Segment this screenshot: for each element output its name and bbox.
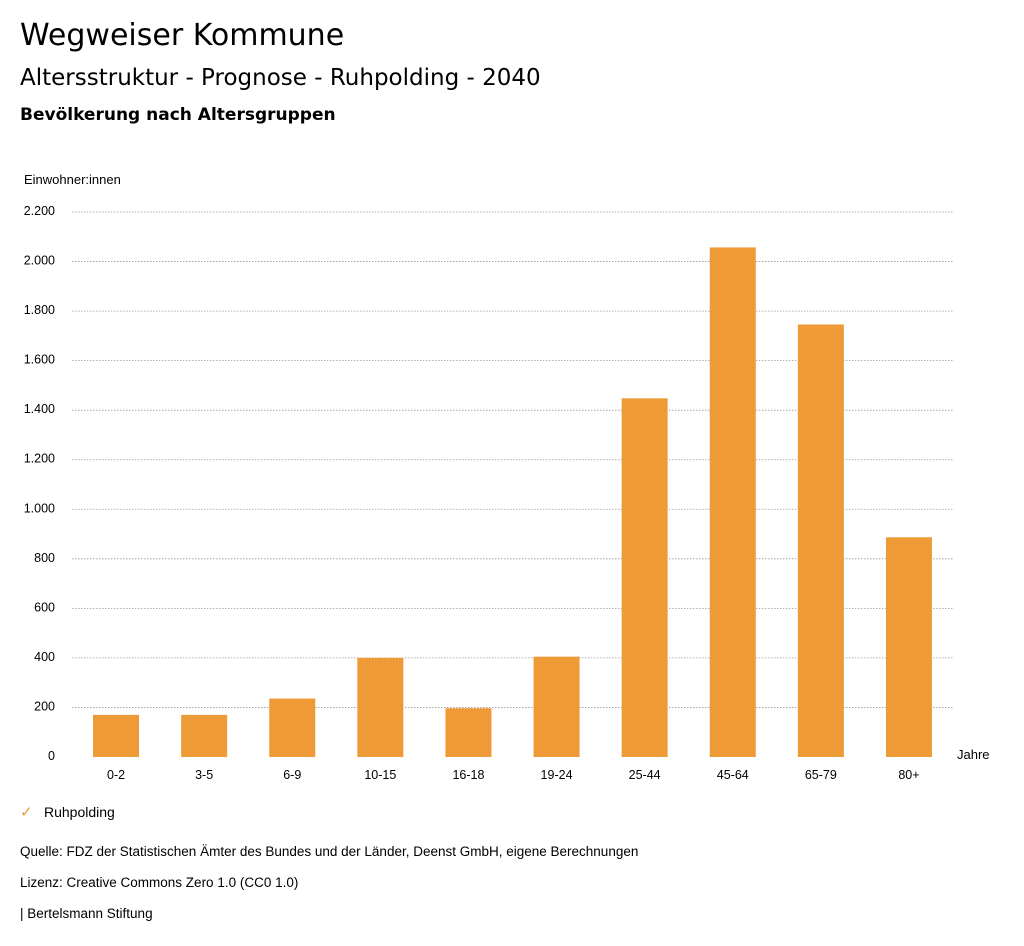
x-axis-label: Jahre — [957, 747, 990, 762]
x-tick-label: 45-64 — [717, 768, 749, 782]
y-tick-label: 2.200 — [24, 204, 55, 218]
bar-0-2[interactable] — [93, 714, 140, 757]
chart-subtitle: Altersstruktur - Prognose - Ruhpolding -… — [20, 65, 541, 91]
x-tick-label: 65-79 — [805, 768, 837, 782]
legend-item-ruhpolding[interactable]: ✓ Ruhpolding — [20, 803, 115, 821]
bar-25-44[interactable] — [621, 398, 668, 757]
x-tick-label: 10-15 — [364, 768, 396, 782]
bar-16-18[interactable] — [445, 708, 492, 757]
y-tick-label: 1.400 — [24, 402, 55, 416]
y-tick-label: 1.600 — [24, 353, 55, 367]
y-tick-label: 600 — [34, 600, 55, 614]
bar-10-15[interactable] — [357, 657, 404, 757]
y-axis-ticks: 0 200 400 600 800 1.000 1.200 1.400 1.600 1.800 2.… — [24, 204, 55, 763]
y-tick-label: 200 — [34, 699, 55, 713]
x-tick-label: 16-18 — [452, 768, 484, 782]
x-tick-label: 19-24 — [541, 768, 573, 782]
bar-65-79[interactable] — [797, 324, 844, 757]
x-tick-label: 0-2 — [107, 768, 125, 782]
x-axis-ticks: 0-2 3-5 6-9 10-15 16-18 19-24 25-44 45-64 65-79 8… — [107, 768, 920, 782]
bar-19-24[interactable] — [533, 656, 580, 757]
publisher-note: | Bertelsmann Stiftung — [20, 906, 153, 921]
bars — [93, 247, 932, 758]
y-tick-label: 400 — [34, 650, 55, 664]
y-tick-label: 1.000 — [24, 501, 55, 515]
y-tick-label: 1.800 — [24, 303, 55, 317]
y-tick-label: 1.200 — [24, 452, 55, 466]
bar-80+[interactable] — [885, 537, 932, 757]
bar-45-64[interactable] — [709, 247, 756, 758]
source-note: Quelle: FDZ der Statistischen Ämter des … — [20, 844, 639, 859]
check-icon: ✓ — [20, 803, 33, 821]
bar-chart: Einwohner:innen 0 200 400 600 800 1.000 1.200 1… — [24, 172, 990, 782]
y-axis-label: Einwohner:innen — [24, 172, 121, 187]
legend-label: Ruhpolding — [44, 804, 115, 820]
chart-subsubtitle: Bevölkerung nach Altersgruppen — [20, 105, 336, 125]
bar-3-5[interactable] — [181, 714, 228, 757]
license-note: Lizenz: Creative Commons Zero 1.0 (CC0 1… — [20, 875, 299, 890]
page-title: Wegweiser Kommune — [20, 18, 345, 53]
y-tick-label: 800 — [34, 551, 55, 565]
y-tick-label: 0 — [48, 749, 55, 763]
x-tick-label: 6-9 — [283, 768, 301, 782]
x-tick-label: 25-44 — [629, 768, 661, 782]
x-tick-label: 3-5 — [195, 768, 213, 782]
bar-6-9[interactable] — [269, 698, 316, 757]
x-tick-label: 80+ — [898, 768, 919, 782]
y-tick-label: 2.000 — [24, 254, 55, 268]
